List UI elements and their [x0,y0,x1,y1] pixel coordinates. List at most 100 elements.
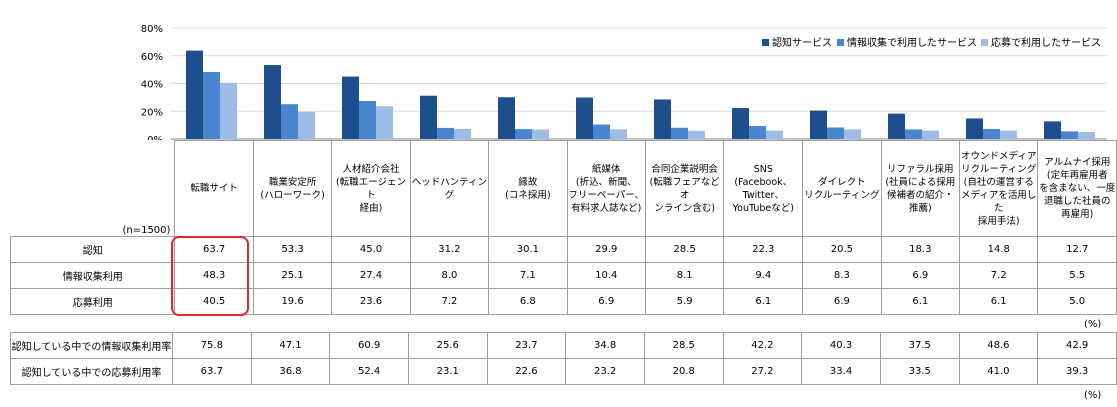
table-cell: 6.9 [566,288,646,315]
legend-label: 認知サービス [772,36,832,49]
rate-row: 認知している中での応募利用率 63.7 36.8 52.4 23.1 22.6 23.2 20… [10,358,1117,385]
category-label: リファラル採用 (社員による採用 候補者の紹介・ 推薦) [880,140,961,237]
rate-cell: 60.9 [329,332,409,359]
bar [1078,132,1095,139]
rate-cell: 37.5 [879,332,960,359]
row-label: 応募利用 [9,288,176,315]
bar [732,108,749,139]
rate-cell: 34.8 [565,332,645,359]
table-cell: 6.9 [802,288,882,315]
rate-cell: 36.8 [250,358,331,385]
legend-swatch [981,39,988,46]
category-label: オウンドメディア リクルーティング (自社の運営する メディアを活用した 採用手法) [959,140,1039,237]
bar [610,129,627,139]
table-cell: 10.4 [566,262,646,289]
table-cell: 6.9 [880,262,961,289]
rate-table: 認知している中での情報収集利用率 75.8 47.1 60.9 25.6 23.7 34.8… [10,332,1117,385]
table-cell: 6.1 [959,288,1039,315]
legend-label: 情報収集で利用したサービス [847,36,977,49]
table-cell: 20.5 [802,236,882,263]
bar [966,118,983,139]
bar [593,124,610,139]
table-cell: 5.5 [1037,262,1117,289]
y-tick-label: 40% [141,80,163,91]
category-header-row: (n=1500) 転職サイト 職業安定所 (ハローワーク) 人材紹介会社 (転職エージェン… [11,140,1117,237]
bar [1000,130,1017,139]
rate-cell: 47.1 [250,332,331,359]
bar [454,129,471,139]
bar [264,65,281,139]
legend-swatch [837,39,844,46]
table-cell: 29.9 [566,236,646,263]
rate-label: 認知している中での情報収集利用率 [10,332,173,359]
category-label: ヘッドハンティング [409,140,490,237]
table-cell: 6.8 [488,288,568,315]
bar [498,97,515,139]
legend-label: 応募で利用したサービス [991,36,1101,49]
table-cell: 7.2 [409,288,490,315]
table-cell: 22.3 [723,236,804,263]
rate-cell: 27.2 [722,358,803,385]
rate-cell: 22.6 [486,358,567,385]
table-cell: 53.3 [252,236,333,263]
bar [766,130,783,139]
y-tick-label: 80% [141,24,163,35]
table-cell: 28.5 [644,236,725,263]
bar [905,129,922,139]
y-tick-label: 60% [141,52,163,63]
rate-row: 認知している中での情報収集利用率 75.8 47.1 60.9 25.6 23.7 34.8… [10,332,1117,359]
bar [342,76,359,139]
rate-cell: 39.3 [1037,358,1117,385]
table-cell: 25.1 [252,262,333,289]
category-label: 転職サイト [174,140,254,237]
bar [515,129,532,139]
rate-cell: 52.4 [329,358,409,385]
category-label: 合同企業説明会 (転職フェアなどオ ンライン含む) [644,140,725,237]
bar [671,127,688,139]
bar [437,127,454,139]
bar [576,97,593,139]
rate-cell: 63.7 [171,358,252,385]
category-label: 職業安定所 (ハローワーク) [252,140,333,237]
bar [532,129,549,139]
table-row: 情報収集利用 48.3 25.1 27.4 8.0 7.1 10.4 8.1 9.4 8.3 6.9… [9,262,1117,289]
bar [1044,121,1061,139]
table-cell: 8.1 [644,262,725,289]
bar [688,130,705,139]
table-row: 応募利用 40.5 19.6 23.6 7.2 6.8 6.9 5.9 6.1 6.9 6.1 6.1… [9,288,1117,315]
data-table: (n=1500) 転職サイト 職業安定所 (ハローワーク) 人材紹介会社 (転職エージェン… [9,140,1117,315]
bar [359,100,376,139]
table-cell: 6.1 [880,288,961,315]
y-axis: 0% 20% 40% 60% 80% [141,24,163,140]
table-cell: 14.8 [959,236,1039,263]
bars [186,50,1095,139]
bar [281,104,298,139]
bar [220,82,237,139]
bar [203,71,220,139]
gridlines [171,27,1107,140]
bar [810,110,827,139]
category-label: 紙媒体 (折込、新聞、 フリーペーパー、 有料求人誌など) [566,140,646,237]
legend-swatch [762,39,769,46]
table-cell: 40.5 [174,288,254,315]
category-label: 人材紹介会社 (転職エージェント 経由) [331,140,411,237]
table-cell: 9.4 [723,262,804,289]
rate-cell: 28.5 [643,332,724,359]
rate-cell: 20.8 [643,358,724,385]
rate-cell: 23.7 [486,332,567,359]
legend: 認知サービス 情報収集で利用したサービス 応募で利用したサービス [762,36,1101,49]
bar [749,125,766,139]
row-label: 情報収集利用 [9,262,176,289]
bar [922,130,939,139]
rate-cell: 23.1 [407,358,488,385]
unit-label-1: (%) [1084,319,1102,330]
table-cell: 6.1 [723,288,804,315]
rate-cell: 42.9 [1037,332,1117,359]
rate-cell: 42.2 [722,332,803,359]
y-tick-label: 20% [141,107,163,118]
bar [654,99,671,139]
bar [420,95,437,139]
table-cell: 8.0 [409,262,490,289]
rate-cell: 25.6 [407,332,488,359]
rate-cell: 23.2 [565,358,645,385]
